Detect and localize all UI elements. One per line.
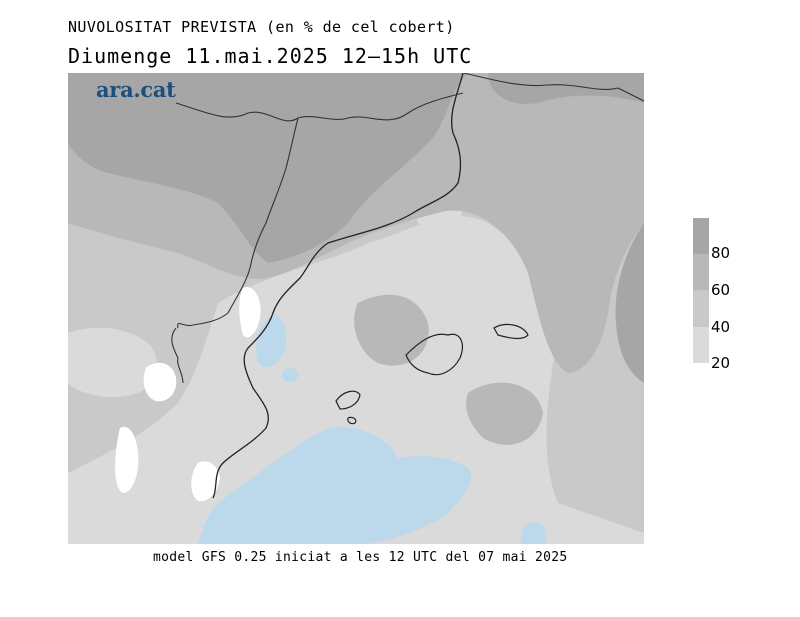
clear-sky-land [143,362,177,402]
legend-tick-40: 40 [711,318,731,336]
legend-tick-80: 80 [711,244,731,262]
cloud-cover-legend [693,218,709,363]
border-france [175,73,644,122]
border-catalonia [171,117,299,384]
cloud-mid-zone-3 [466,382,543,445]
legend-tick-20: 20 [711,354,731,372]
legend-swatch-80-100 [693,218,709,254]
clear-sky-sea-2 [520,521,546,544]
cloud-low-zone-3 [68,327,157,398]
legend-swatch-60-80 [693,254,709,290]
island-menorca [493,323,529,340]
map-subtitle: Diumenge 11.mai.2025 12—15h UTC [68,44,473,68]
clear-sky-coast [256,314,287,367]
cloud-high-zone-3 [615,223,644,383]
clear-sky-land-4 [239,287,261,338]
cloud-low-zone [68,216,644,544]
clear-sky-sea [198,427,472,544]
cloud-mid-zone-2 [354,294,429,366]
clear-sky-land-2 [115,426,139,493]
cloud-cover-map [68,73,644,544]
coastline [212,73,464,499]
map-title: NUVOLOSITAT PREVISTA (en % de cel cobert… [68,18,455,36]
clear-sky-land-3 [191,461,220,502]
legend-swatch-20-40 [693,327,709,363]
legend-swatch-40-60 [693,290,709,327]
model-info: model GFS 0.25 iniciat a les 12 UTC del … [153,550,568,565]
island-eivissa [335,390,361,410]
cloud-high-zone [68,73,468,263]
ara-cat-logo[interactable]: ara.cat [96,77,176,102]
legend-tick-60: 60 [711,281,731,299]
clear-sky-blob [282,368,298,382]
island-formentera [347,416,357,425]
island-mallorca [405,333,463,376]
cloud-high-zone-2 [488,73,644,104]
